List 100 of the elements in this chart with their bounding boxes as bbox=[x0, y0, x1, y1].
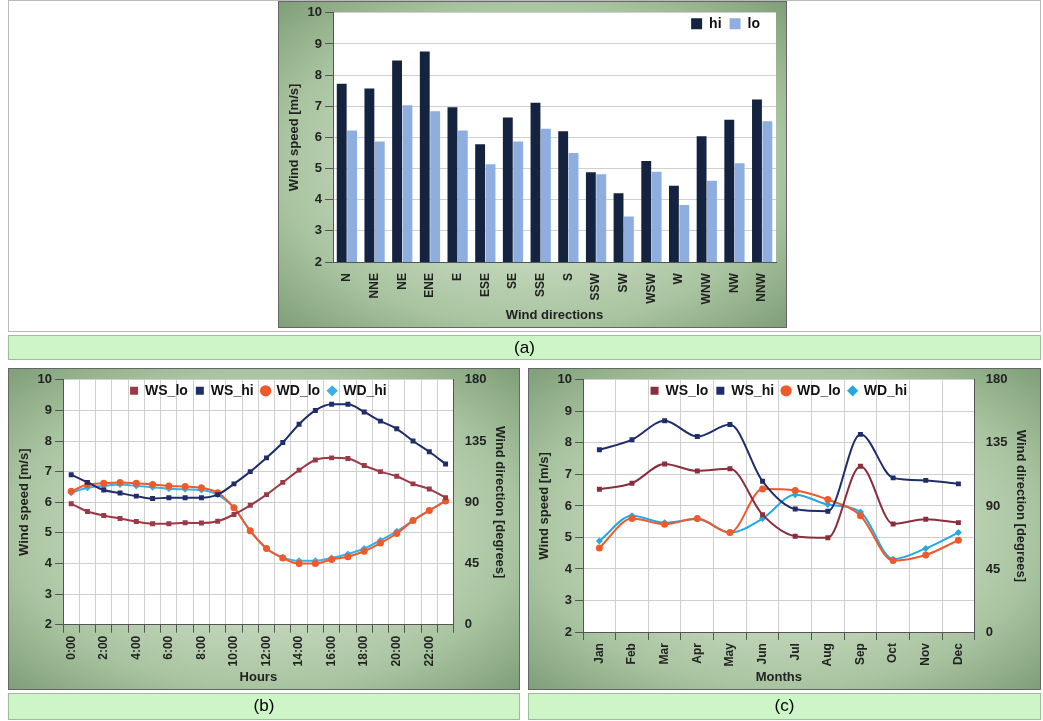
x-tick-label: Sep bbox=[852, 643, 867, 666]
y-tick-label: 2 bbox=[44, 616, 53, 632]
y-tick-label: 3 bbox=[314, 222, 323, 238]
y-tick-label: 4 bbox=[314, 191, 323, 207]
point bbox=[394, 426, 400, 432]
point bbox=[166, 521, 172, 527]
x-tick-label: Nov bbox=[918, 642, 933, 666]
point bbox=[182, 520, 188, 526]
legend-label: WD_hi bbox=[863, 381, 908, 398]
x-tick-label: ESE bbox=[477, 273, 492, 298]
x-tick-label: Jun bbox=[754, 643, 769, 665]
x-tick-label: 16:00 bbox=[323, 635, 338, 667]
x-tick-label: Feb bbox=[624, 643, 639, 665]
point bbox=[247, 502, 253, 508]
x-tick-label: Apr bbox=[689, 642, 704, 664]
point bbox=[85, 479, 90, 485]
x-axis-title: Hours bbox=[239, 668, 278, 684]
y2-axis-title: Wind direction [degrees] bbox=[492, 426, 508, 579]
point bbox=[727, 466, 733, 472]
y-axis-title: Wind speed [m/s] bbox=[16, 448, 32, 557]
point bbox=[182, 495, 188, 501]
point bbox=[280, 440, 286, 446]
text: (b) bbox=[8, 693, 520, 720]
point bbox=[824, 496, 832, 504]
y-tick-label: 5 bbox=[564, 529, 573, 545]
point bbox=[890, 521, 896, 527]
point bbox=[198, 520, 204, 526]
x-tick-label: May bbox=[722, 642, 737, 667]
x-tick-label: 4:00 bbox=[128, 635, 143, 660]
y2-tick-label: 135 bbox=[985, 434, 1008, 450]
point bbox=[329, 455, 335, 461]
y-axis-title: Wind speed [m/s] bbox=[286, 83, 302, 192]
x-tick-label: 10:00 bbox=[226, 635, 241, 667]
y2-tick-label: 90 bbox=[464, 493, 480, 509]
point bbox=[923, 516, 929, 522]
y2-tick-label: 180 bbox=[985, 371, 1008, 387]
y-tick-label: 6 bbox=[564, 497, 573, 513]
x-axis-title: Months bbox=[755, 668, 802, 684]
x-tick-label: E bbox=[449, 273, 464, 282]
x-tick-label: ENE bbox=[422, 273, 437, 298]
y2-tick-label: 135 bbox=[464, 432, 487, 448]
legend-label: WD_lo bbox=[276, 381, 321, 398]
x-tick-label: Jul bbox=[787, 643, 802, 661]
x-tick-label: Jan bbox=[591, 643, 606, 664]
point bbox=[85, 508, 90, 514]
y-tick-label: 8 bbox=[314, 66, 323, 82]
x-tick-label: NNW bbox=[754, 272, 769, 302]
point bbox=[133, 493, 139, 499]
point bbox=[792, 506, 798, 512]
point bbox=[595, 544, 603, 552]
x-tick-label: 6:00 bbox=[161, 635, 176, 660]
point bbox=[345, 456, 351, 461]
x-tick-label: 22:00 bbox=[421, 635, 436, 667]
point bbox=[280, 479, 286, 485]
y-tick-label: 5 bbox=[314, 160, 323, 176]
point bbox=[727, 422, 733, 428]
point bbox=[264, 455, 269, 461]
point bbox=[68, 472, 74, 478]
point bbox=[377, 418, 383, 424]
x-tick-label: 0:00 bbox=[63, 635, 78, 660]
point bbox=[361, 463, 367, 468]
point bbox=[296, 421, 302, 427]
y2-tick-label: 0 bbox=[985, 623, 993, 639]
y-tick-label: 8 bbox=[44, 432, 53, 448]
y-tick-label: 10 bbox=[307, 4, 323, 20]
point bbox=[760, 512, 766, 518]
y2-tick-label: 45 bbox=[464, 555, 480, 571]
y-tick-label: 9 bbox=[314, 35, 323, 51]
x-tick-label: SE bbox=[505, 273, 520, 290]
point bbox=[955, 481, 961, 487]
point bbox=[760, 478, 766, 484]
point bbox=[312, 407, 318, 413]
text: (c) bbox=[528, 693, 1041, 720]
y-tick-label: 4 bbox=[564, 560, 573, 576]
point bbox=[117, 516, 123, 521]
point bbox=[231, 481, 237, 487]
point bbox=[825, 508, 831, 514]
point bbox=[595, 537, 603, 545]
x-tick-label: Mar bbox=[656, 642, 671, 665]
y-tick-label: 6 bbox=[44, 493, 53, 509]
x-tick-label: SSW bbox=[588, 272, 603, 301]
point bbox=[759, 485, 767, 493]
y-axis-title: Wind speed [m/s] bbox=[536, 452, 552, 560]
point bbox=[101, 512, 107, 518]
x-tick-label: SSE bbox=[533, 273, 547, 298]
x-tick-label: Oct bbox=[885, 643, 900, 664]
x-tick-label: 14:00 bbox=[291, 635, 306, 667]
y-tick-label: 8 bbox=[564, 434, 573, 450]
y2-tick-label: 180 bbox=[464, 371, 487, 387]
x-axis-title: Wind directions bbox=[505, 306, 604, 322]
point bbox=[596, 447, 602, 453]
point bbox=[361, 409, 367, 415]
point bbox=[955, 520, 961, 526]
point bbox=[345, 401, 351, 407]
point bbox=[150, 496, 156, 502]
x-tick-label: NE bbox=[394, 273, 409, 290]
point bbox=[792, 533, 798, 539]
y-tick-label: 10 bbox=[37, 371, 53, 387]
y-tick-label: 5 bbox=[44, 524, 53, 540]
y-tick-label: 2 bbox=[564, 623, 573, 639]
